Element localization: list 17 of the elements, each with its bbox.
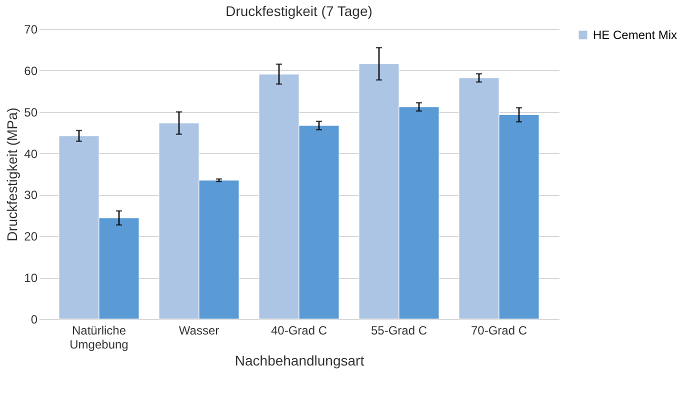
y-tick-label: 50: [24, 105, 38, 120]
x-tick-label: Wasser: [178, 324, 220, 338]
y-axis-title: Druckfestigkeit (MPa): [4, 108, 20, 242]
y-tick-label: 20: [24, 230, 38, 244]
y-tick-label: 60: [24, 64, 38, 78]
x-tick-label: 70-Grad C: [470, 324, 528, 338]
x-tick-label: Natürliche Umgebung: [70, 324, 128, 352]
x-tick-label: 40-Grad C: [270, 324, 328, 338]
y-tick-label: 70: [24, 22, 38, 36]
y-tick-label: 0: [30, 312, 38, 326]
y-tick-label: 10: [24, 271, 38, 286]
chart-title: Druckfestigkeit (7 Tage): [226, 3, 372, 19]
y-tick-label: 40: [24, 146, 38, 161]
y-tick-label: 30: [24, 188, 38, 202]
legend-label: HE Cement Mix: [593, 28, 678, 42]
x-axis-title: Nachbehandlungsart: [234, 352, 364, 368]
x-tick-label: 55-Grad C: [370, 324, 428, 338]
